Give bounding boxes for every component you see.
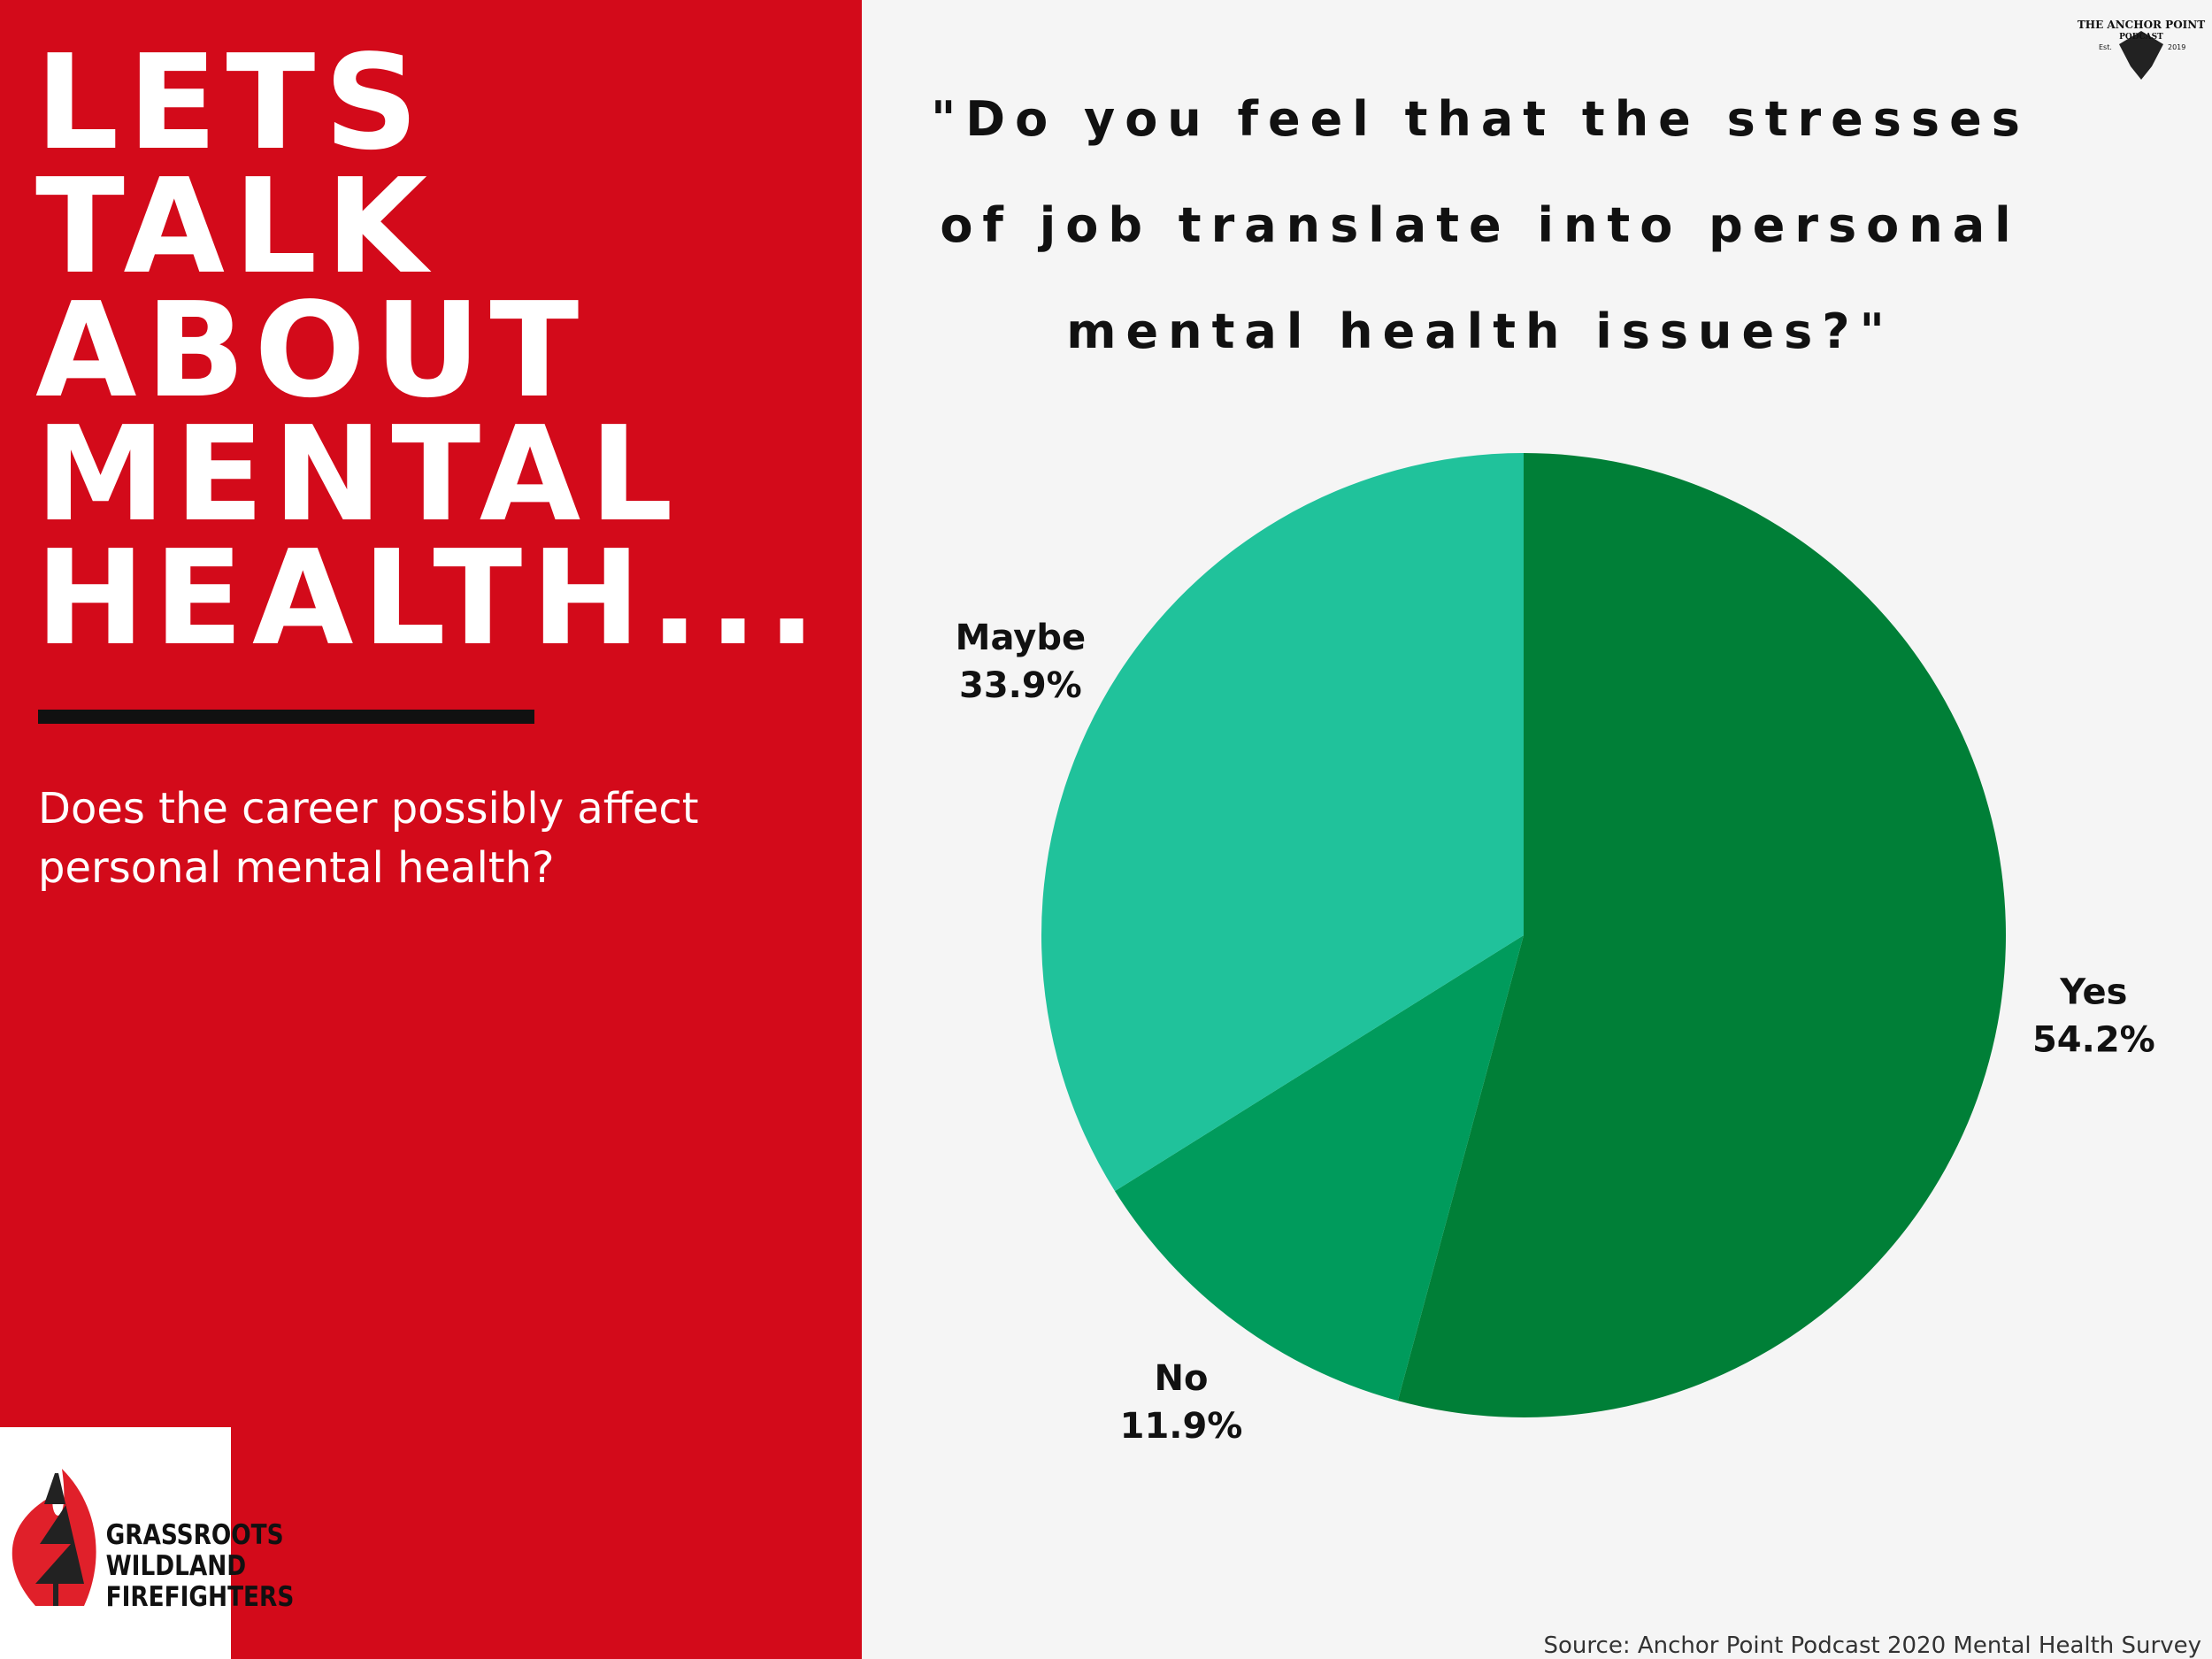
org-logo-text: WILDLAND (106, 1549, 247, 1582)
slice-value-label: 33.9% (959, 665, 1082, 706)
slice-category-label: No (1155, 1358, 1209, 1399)
org-logo-text: FIREFIGHTERS (106, 1580, 295, 1613)
org-logo-text: GRASSROOTS (106, 1518, 284, 1551)
subtitle-line: Does the career possibly affect (38, 784, 699, 833)
headline-line: TALK (35, 150, 436, 303)
slice-value-label: 11.9% (1120, 1406, 1243, 1447)
pie-slice (1115, 935, 1524, 1402)
slice-category-label: Maybe (956, 618, 1086, 658)
podcast-logo-est: Est. (2099, 43, 2112, 51)
chart-title: mental health issues?" (1066, 303, 1893, 359)
chart-title: of job translate into personal (940, 197, 2020, 253)
pie-slice (1397, 453, 2006, 1417)
subtitle-line: personal mental health? (38, 843, 555, 893)
podcast-logo-text: PODCAST (2119, 33, 2163, 42)
podcast-logo-year: 2019 (2168, 43, 2185, 51)
left-panel (0, 0, 862, 1659)
chart-title: "Do you feel that the stresses (931, 91, 2030, 147)
divider-bar (38, 710, 534, 724)
source: Source: Anchor Point Podcast 2020 Mental… (1544, 1632, 2201, 1659)
eagle-icon (2119, 31, 2163, 80)
headline-line: HEALTH... (35, 522, 826, 674)
slice-value-label: 54.2% (2032, 1020, 2155, 1061)
headline-line: LETS (35, 27, 427, 179)
headline-line: MENTAL (35, 398, 682, 550)
tree-trunk (53, 1584, 58, 1606)
slice-category-label: Yes (2059, 972, 2127, 1013)
tree-icon (35, 1473, 84, 1584)
podcast-logo-text: THE ANCHOR POINT (2078, 19, 2205, 31)
pie-slice (1041, 453, 1524, 1192)
headline-line: ABOUT (35, 274, 588, 426)
